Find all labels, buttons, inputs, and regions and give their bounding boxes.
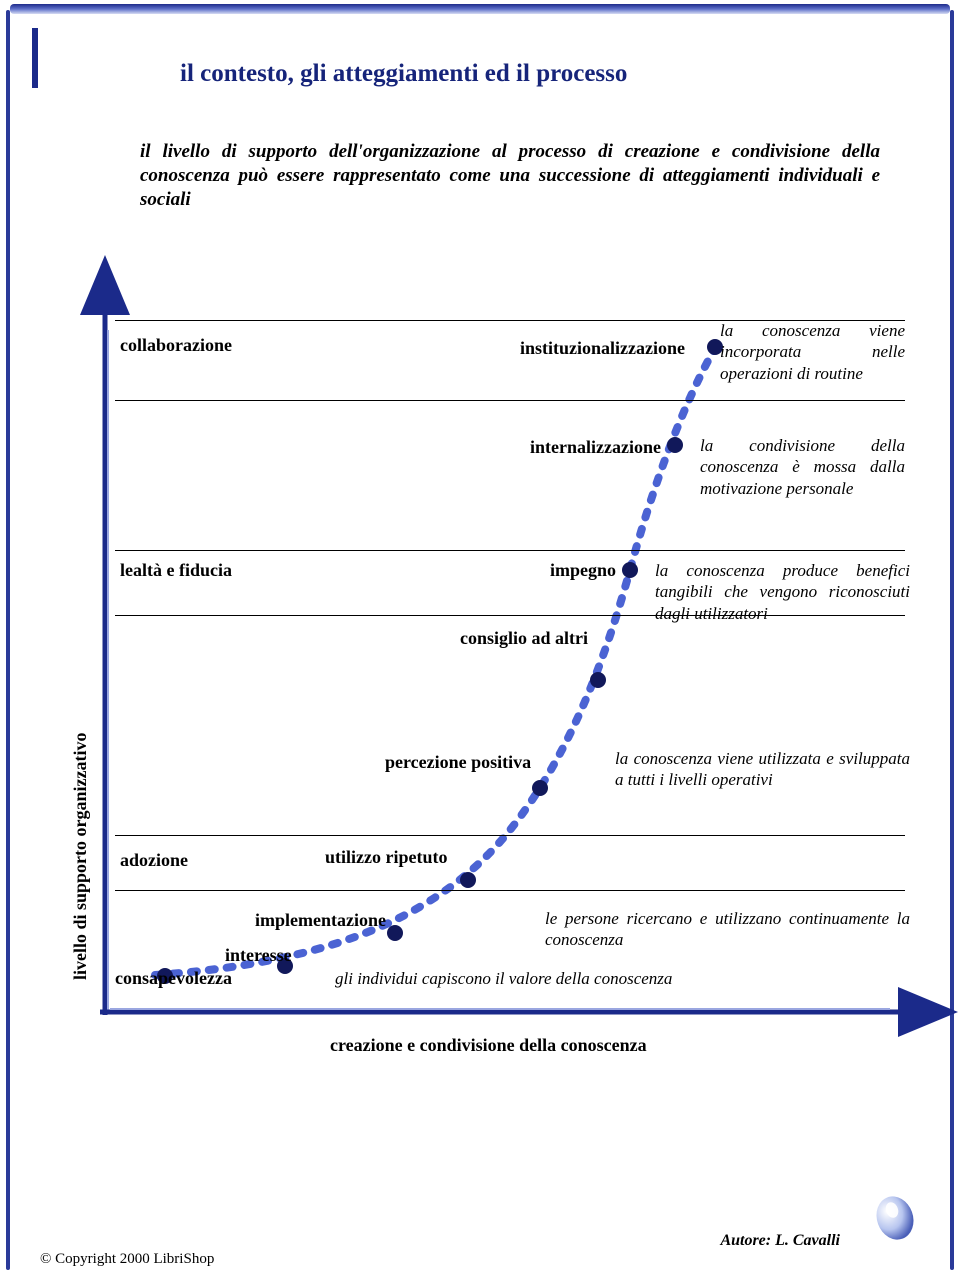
row-divider (115, 550, 905, 551)
note-interesse: gli individui capiscono il valore della … (335, 968, 855, 989)
footer-author: Autore: L. Cavalli (720, 1232, 840, 1250)
label-impegno: impegno (550, 560, 616, 581)
stage-adozione: adozione (120, 850, 188, 871)
label-implementazione: implementazione (255, 910, 386, 931)
row-divider (115, 890, 905, 891)
note-impl: le persone ricercano e utilizzano contin… (545, 908, 910, 951)
note-internalizz: la condivisione della conoscenza è mossa… (700, 435, 905, 499)
label-instituz: instituzionalizzazione (520, 338, 685, 359)
stage-collaborazione: collaborazione (120, 335, 232, 356)
label-interesse: interesse (225, 945, 292, 966)
y-axis-label: livello di supporto organizzativo (70, 733, 91, 981)
note-impegno: la conoscenza produce benefici tangibili… (655, 560, 910, 624)
label-internalizz: internalizzazione (530, 437, 661, 458)
x-axis-label: creazione e condivisione della conoscenz… (330, 1035, 647, 1056)
footer-copyright: © Copyright 2000 LibriShop (40, 1251, 214, 1268)
page: il contesto, gli atteggiamenti ed il pro… (0, 0, 960, 1280)
label-utilizzo: utilizzo ripetuto (325, 847, 447, 868)
note-instituz: la conoscenza viene incorporata nelle op… (720, 320, 905, 384)
label-consapevolezza: consapevolezza (115, 968, 232, 989)
label-percezione: percezione positiva (385, 752, 531, 773)
note-percezione: la conoscenza viene utilizzata e svilupp… (615, 748, 910, 791)
logo-icon (870, 1190, 920, 1240)
stage-lealta: lealtà e fiducia (120, 560, 232, 581)
row-divider (115, 835, 905, 836)
row-divider (115, 400, 905, 401)
label-consiglio: consiglio ad altri (460, 628, 588, 649)
